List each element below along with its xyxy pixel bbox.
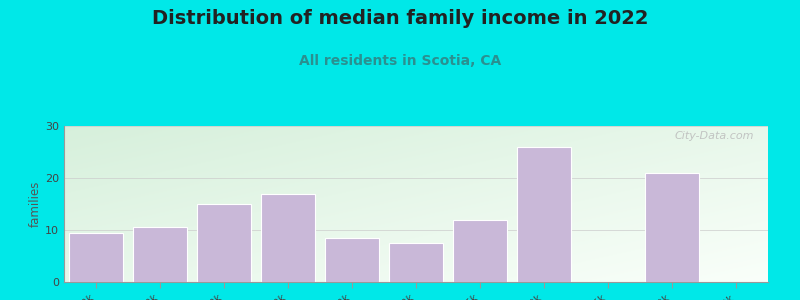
- Bar: [453, 220, 507, 282]
- Bar: [645, 173, 699, 282]
- Text: All residents in Scotia, CA: All residents in Scotia, CA: [299, 54, 501, 68]
- Text: City-Data.com: City-Data.com: [674, 131, 754, 141]
- Bar: [69, 232, 123, 282]
- Bar: [517, 147, 571, 282]
- Bar: [133, 227, 187, 282]
- Bar: [197, 204, 251, 282]
- Text: Distribution of median family income in 2022: Distribution of median family income in …: [152, 9, 648, 28]
- Y-axis label: families: families: [30, 181, 42, 227]
- Bar: [261, 194, 315, 282]
- Bar: [325, 238, 379, 282]
- Bar: [389, 243, 443, 282]
